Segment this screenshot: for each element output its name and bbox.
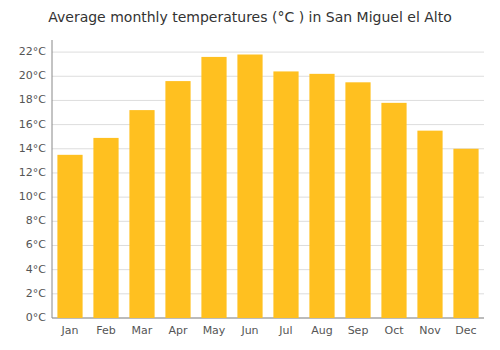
title: Average monthly temperatures (°C ) in Sa…: [48, 9, 452, 25]
x-tick-label: Oct: [384, 324, 404, 337]
grid-line: [52, 76, 484, 77]
x-tick-label: Jun: [240, 324, 258, 337]
x-tick-label: Feb: [96, 324, 115, 337]
grid-line: [52, 52, 484, 53]
x-tick-label: Dec: [455, 324, 476, 337]
bar: [417, 131, 442, 318]
y-tick-label: 16°C: [19, 118, 46, 131]
bar: [273, 71, 298, 318]
y-tick-label: 14°C: [19, 142, 46, 155]
y-tick-label: 18°C: [19, 93, 46, 106]
bar: [57, 155, 82, 318]
y-axis-line: [52, 40, 53, 318]
grid-line: [52, 124, 484, 125]
y-tick-label: 12°C: [19, 166, 46, 179]
x-tick-label: Jul: [278, 324, 292, 337]
bar: [237, 55, 262, 318]
y-grid: [52, 52, 484, 318]
x-tick-label: Aug: [311, 324, 332, 337]
y-tick-label: 20°C: [19, 69, 46, 82]
bar: [453, 149, 478, 318]
bar: [309, 74, 334, 318]
x-tick-label: Jan: [61, 324, 79, 337]
y-tick-label: 22°C: [19, 45, 46, 58]
y-tick-label: 8°C: [26, 214, 46, 227]
bar: [381, 103, 406, 318]
chart-container: 0°C 2°C 4°C 6°C 8°C 10°C 12°C 14°C 16°C 18°C 20°C 2…: [0, 0, 500, 350]
x-tick-label: Apr: [168, 324, 188, 337]
bar: [345, 82, 370, 318]
y-tick-label: 2°C: [26, 287, 46, 300]
x-tick-label: Mar: [132, 324, 153, 337]
bar: [165, 81, 190, 318]
y-tick-label: 4°C: [26, 263, 46, 276]
y-tick-label: 10°C: [19, 190, 46, 203]
chart: 0°C 2°C 4°C 6°C 8°C 10°C 12°C 14°C 16°C 18°C 20°C 2…: [0, 0, 500, 350]
x-axis: Jan Feb Mar Apr May Jun Jul Aug Sep Oct Nov Dec: [61, 324, 477, 337]
x-tick-label: Nov: [419, 324, 441, 337]
grid-line: [52, 100, 484, 101]
bar: [201, 57, 226, 318]
x-tick-label: Sep: [348, 324, 369, 337]
bars: [57, 55, 478, 318]
bar: [129, 110, 154, 318]
bar: [93, 138, 118, 318]
y-tick-label: 6°C: [26, 238, 46, 251]
y-tick-label: 0°C: [26, 311, 46, 324]
y-axis: 0°C 2°C 4°C 6°C 8°C 10°C 12°C 14°C 16°C 18°C 20°C 2…: [19, 40, 52, 324]
x-tick-label: May: [203, 324, 226, 337]
